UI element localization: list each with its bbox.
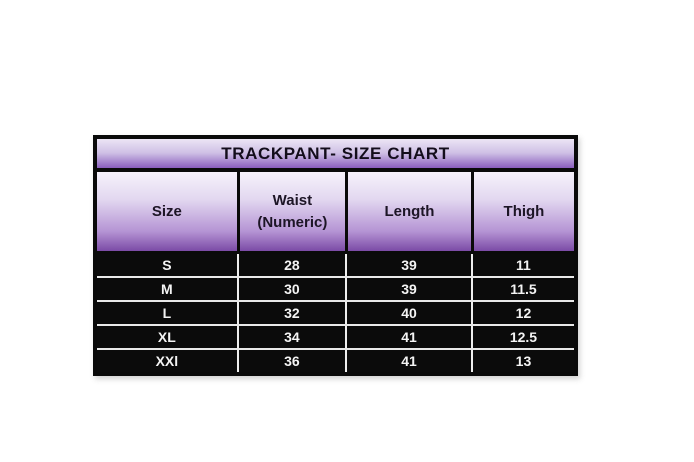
cell-waist: 30 — [236, 278, 345, 300]
column-header-label: Waist (Numeric) — [257, 191, 328, 231]
cell-thigh: 13 — [470, 350, 574, 372]
cell-size: XL — [157, 329, 176, 345]
column-header-waist: Waist (Numeric) — [236, 172, 346, 251]
table-body: S 28 39 11 M 30 39 11.5 L 32 40 12 XL 34… — [97, 254, 574, 372]
column-header-label: Thigh — [503, 202, 545, 220]
table-row-m: M 30 39 11.5 — [97, 276, 574, 300]
cell-size: M — [161, 281, 173, 297]
chart-title: TRACKPANT- SIZE CHART — [221, 143, 450, 163]
size-chart-table: TRACKPANT- SIZE CHART Size Waist (Numeri… — [93, 135, 578, 376]
table-row-l: L 32 40 12 — [97, 300, 574, 324]
cell-length: 41 — [345, 326, 471, 348]
column-header-label: Size — [151, 202, 182, 220]
cell-length: 39 — [345, 254, 471, 276]
cell-length: 39 — [345, 278, 471, 300]
column-header-size: Size — [97, 172, 237, 251]
table-row-xxl: XXl 36 41 13 — [97, 348, 574, 372]
cell-length: 41 — [345, 350, 471, 372]
cell-size: L — [162, 305, 172, 321]
cell-waist: 28 — [236, 254, 345, 276]
cell-thigh: 11 — [470, 254, 574, 276]
column-header-length: Length — [345, 172, 471, 251]
cell-thigh: 12 — [470, 302, 574, 324]
cell-thigh: 12.5 — [470, 326, 574, 348]
cell-waist: 32 — [236, 302, 345, 324]
chart-title-bar: TRACKPANT- SIZE CHART — [97, 139, 574, 172]
table-row-xl: XL 34 41 12.5 — [97, 324, 574, 348]
cell-thigh: 11.5 — [470, 278, 574, 300]
table-header-row: Size Waist (Numeric) Length Thigh — [97, 172, 574, 254]
cell-size: XXl — [155, 353, 179, 369]
cell-waist: 34 — [236, 326, 345, 348]
column-header-thigh: Thigh — [470, 172, 574, 251]
table-row-s: S 28 39 11 — [97, 254, 574, 276]
cell-waist: 36 — [236, 350, 345, 372]
cell-size: S — [162, 257, 172, 273]
column-header-label: Length — [384, 202, 435, 220]
cell-length: 40 — [345, 302, 471, 324]
